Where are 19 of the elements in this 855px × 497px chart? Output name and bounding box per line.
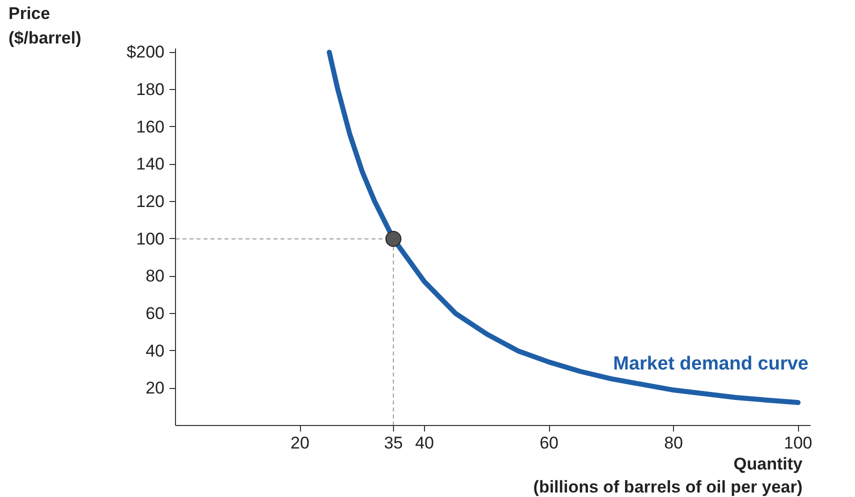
y-tick-label: 160	[136, 117, 165, 136]
y-tick-label: 80	[146, 266, 165, 286]
x-tick-label: 100	[784, 434, 812, 452]
y-tick-label: 140	[136, 154, 165, 174]
x-axis-title: Quantity (billions of barrels of oil per year)	[533, 454, 804, 496]
y-tick-label: 20	[146, 378, 165, 398]
y-tick-label: $200	[126, 42, 165, 62]
y-tick-label: 60	[146, 304, 165, 324]
y-tick-label: 40	[146, 341, 165, 360]
series-label: Market demand curve	[613, 354, 809, 375]
x-tick-label: 35	[384, 434, 403, 452]
y-axis-title: Price ($/barrel)	[8, 4, 82, 48]
y-tick-label: 180	[136, 80, 165, 100]
x-tick-label: 40	[415, 434, 434, 452]
x-tick-label: 20	[290, 434, 310, 452]
x-tick-label: 80	[664, 434, 684, 452]
x-tick-label: 60	[540, 434, 558, 452]
y-tick-label: 120	[136, 192, 165, 212]
y-tick-label: 100	[136, 229, 165, 248]
